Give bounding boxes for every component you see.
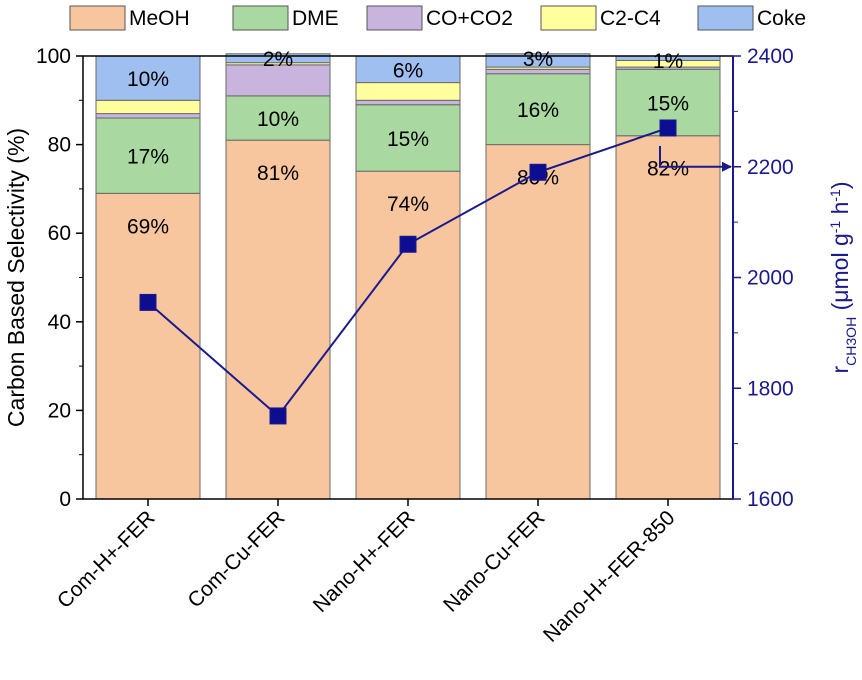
left-tick-label: 20 — [48, 399, 71, 422]
right-axis-title-part: CH3OH — [843, 317, 859, 366]
legend-swatch-dme — [232, 5, 289, 31]
bar-label-coke: 1% — [653, 50, 683, 73]
right-tick-label: 2000 — [747, 267, 794, 290]
right-axis-title: rCH3OH (μmol g-1 h-1) — [827, 182, 859, 374]
bar-segment-meoh — [615, 135, 721, 500]
legend-swatch-co-co2 — [366, 5, 423, 31]
rate-line — [139, 119, 677, 425]
bar-label-coke: 10% — [127, 68, 169, 91]
legend-swatch-c2-c4 — [540, 5, 597, 31]
right-axis-title-part: h — [827, 202, 853, 221]
right-tick-label: 2200 — [747, 156, 794, 179]
axis-arrow — [659, 145, 732, 172]
rate-marker — [269, 407, 287, 425]
right-tick-label: 1800 — [747, 377, 794, 400]
rate-marker — [529, 163, 547, 181]
legend-label: CO+CO2 — [426, 7, 513, 30]
left-axis-title: Carbon Based Selectivity (%) — [3, 128, 29, 427]
bar-segment-co-co2 — [355, 99, 461, 106]
rate-marker — [139, 293, 157, 311]
bar-segment-dme — [485, 73, 591, 146]
legend: MeOH DME CO+CO2 C2-C4 Coke — [69, 5, 806, 31]
legend-swatch-meoh — [69, 5, 126, 31]
bar-label-coke: 6% — [393, 59, 423, 82]
bar-label-dme: 15% — [647, 93, 689, 116]
bar-label-dme: 17% — [127, 146, 169, 169]
legend-label: C2-C4 — [600, 7, 661, 30]
left-axis: 0 20 40 60 80 100 Carbon Based Selectivity (%) — [3, 45, 83, 511]
bar-labels: 69%17%10%81%10%2%74%15%6%80%16%3%82%15%1… — [127, 48, 689, 239]
legend-label: DME — [292, 7, 339, 30]
bar-segment-c2-c4 — [95, 99, 201, 115]
bar-label-dme: 10% — [257, 108, 299, 131]
bar-segment-coke — [95, 55, 201, 101]
left-tick-label: 100 — [36, 45, 71, 68]
right-axis-title-part: -1 — [827, 189, 843, 202]
bar-segment-dme — [95, 117, 201, 194]
x-tick-label: Nano-Cu-FER — [439, 506, 549, 616]
x-tick-label: Nano-H+-FER — [309, 506, 420, 617]
bar-segment-coke — [485, 53, 591, 68]
left-tick-label: 80 — [48, 134, 71, 157]
left-tick-label: 0 — [59, 488, 71, 511]
x-axis: Com-H+-FER Com-Cu-FER Nano-H+-FER Nano-Cu-F… — [53, 499, 680, 647]
legend-label: MeOH — [129, 7, 190, 30]
left-tick-label: 40 — [48, 311, 71, 334]
bar-label-meoh: 82% — [647, 158, 689, 181]
left-tick-label: 60 — [48, 222, 71, 245]
bar-segment-meoh — [485, 144, 591, 500]
bar-segment-meoh — [95, 192, 201, 500]
right-axis-title-part: r — [827, 366, 853, 374]
right-axis-title-part: ) — [827, 182, 853, 190]
bar-label-coke: 2% — [263, 48, 293, 71]
rate-marker — [659, 119, 677, 137]
legend-swatch-coke — [697, 5, 754, 31]
x-tick-label: Com-H+-FER — [53, 506, 160, 613]
bar-label-meoh: 81% — [257, 162, 299, 185]
bar-label-coke: 3% — [523, 48, 553, 71]
right-tick-label: 1600 — [747, 488, 794, 511]
right-tick-label: 2400 — [747, 45, 794, 68]
right-axis-title-part: (μmol g — [827, 233, 853, 317]
bar-label-dme: 16% — [517, 99, 559, 122]
bar-label-dme: 15% — [387, 128, 429, 151]
bar-segment-c2-c4 — [355, 82, 461, 101]
bar-segment-co-co2 — [95, 113, 201, 119]
x-tick-label: Nano-H+-FER-850 — [539, 506, 679, 646]
bars — [95, 53, 721, 500]
bar-segment-coke — [225, 53, 331, 64]
axis-arrow-path — [659, 145, 732, 172]
bar-segment-co-co2 — [225, 64, 331, 97]
bar-label-meoh: 69% — [127, 215, 169, 238]
rate-marker — [399, 235, 417, 253]
bar-label-meoh: 74% — [387, 193, 429, 216]
right-axis-title-part: -1 — [827, 221, 843, 234]
bar-segment-meoh — [355, 170, 461, 500]
bar-segment-meoh — [225, 139, 331, 500]
x-tick-label: Com-Cu-FER — [183, 506, 289, 612]
legend-label: Coke — [757, 7, 806, 30]
